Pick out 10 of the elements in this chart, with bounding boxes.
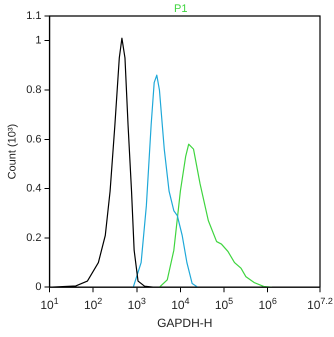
y-tick-label: 0.8 [26, 84, 42, 96]
y-tick-label: 1 [35, 34, 42, 47]
y-axis-title: Count (10³) [6, 124, 19, 180]
text: P1 [174, 3, 188, 15]
y-tick-label: 0.4 [26, 182, 42, 195]
y-tick-label: 1.1 [26, 10, 42, 22]
y-tick-label: 0.2 [26, 232, 42, 244]
x-axis-title: GAPDH-H [157, 316, 212, 330]
y-tick-label: 0.6 [26, 133, 42, 146]
y-tick-label: 0 [35, 281, 42, 294]
